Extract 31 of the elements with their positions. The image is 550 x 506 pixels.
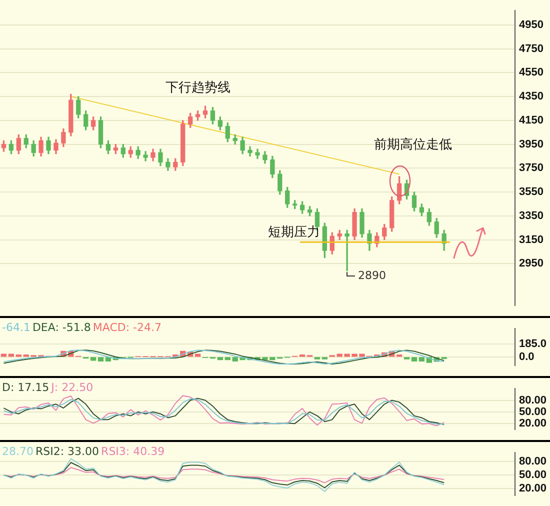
y-tick-label: 4750 — [519, 42, 544, 55]
y-tick-label: 3350 — [519, 210, 544, 222]
series-label: J: 22.50 — [50, 380, 94, 394]
y-tick-label: 50.00 — [519, 469, 547, 482]
series-label: D: 17.15 — [2, 380, 50, 394]
series-label: RSI3: 40.39 — [101, 444, 165, 458]
series-label: 28.70 — [2, 444, 34, 458]
y-tick-label: 80.00 — [519, 394, 547, 406]
y-tick-label: 3950 — [519, 138, 544, 150]
series-label: DEA: -51.8 — [32, 320, 91, 334]
series-label: RSI2: 33.00 — [35, 444, 100, 458]
y-tick-label: 4150 — [519, 114, 544, 126]
annotation: 下行趋势线 — [166, 80, 230, 96]
annotation: 2890 — [358, 268, 386, 282]
ref-line-label: 短期压力 — [268, 225, 320, 240]
y-tick-label: 4550 — [519, 66, 544, 79]
text: MACD: -24.7 — [92, 320, 162, 334]
y-tick-label: 0.0 — [519, 350, 534, 363]
y-tick-label: 3750 — [519, 162, 544, 174]
y-tick-label: 50.00 — [519, 406, 547, 418]
y-tick-label: 3150 — [519, 234, 544, 246]
y-tick-label: 20.00 — [519, 418, 547, 430]
y-tick-label: 20.00 — [519, 482, 547, 495]
text: -64.1 — [2, 320, 30, 334]
y-tick-label: 2950 — [519, 258, 544, 270]
y-tick-label: 185.0 — [519, 338, 547, 350]
y-tick-label: 80.00 — [519, 456, 547, 468]
y-tick-label: 4950 — [519, 18, 544, 31]
y-tick-label: 4350 — [519, 90, 544, 103]
annotation: 前期高位走低 — [374, 136, 452, 152]
y-tick-label: 3550 — [519, 186, 544, 198]
